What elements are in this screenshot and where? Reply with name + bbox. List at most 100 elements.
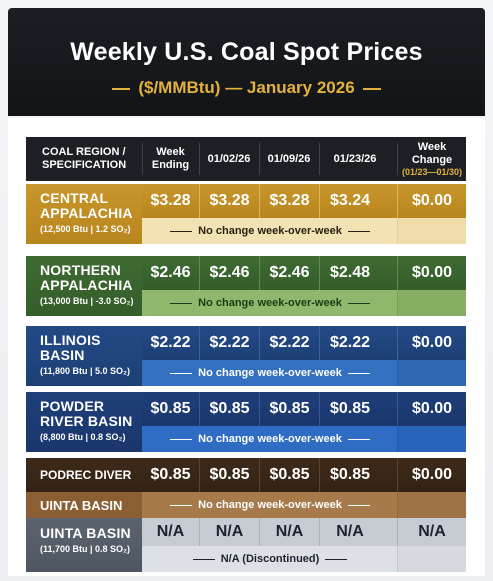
note-band: No change week-over-week (142, 492, 398, 518)
price-date-3: N/A (336, 523, 364, 540)
week-change-value: $0.00 (411, 466, 453, 483)
cell-divider (259, 458, 260, 492)
cell-divider (397, 426, 398, 452)
price-date-3: $2.22 (329, 334, 371, 351)
region-label: ILLINOIS BASIN (11,800 Btu | 5.0 SO₂) (26, 326, 142, 386)
header-date-3: 01/23/26 (333, 152, 377, 165)
week-change-value: $0.00 (411, 264, 453, 281)
region-label: POWDER RIVER BASIN (8,800 Btu | 0.8 SO₂) (26, 392, 142, 452)
cell-divider (199, 458, 200, 492)
note-text: No change week-over-week (198, 499, 342, 511)
cell-divider (397, 492, 398, 518)
price-date-2: $2.22 (269, 334, 310, 351)
note-rule-left (170, 302, 193, 304)
note-text: No change week-over-week (198, 433, 342, 445)
region-name-secondary: UINTA BASIN (26, 492, 142, 518)
price-date-2: $3.28 (269, 192, 310, 209)
note-band: No change week-over-week (142, 218, 398, 244)
cell-divider (259, 184, 260, 218)
price-band (142, 184, 466, 218)
price-week-ending: N/A (156, 523, 185, 540)
note-text: No change week-over-week (198, 225, 342, 237)
header-region: COAL REGION / SPECIFICATION (42, 146, 127, 171)
cell-divider (397, 392, 398, 426)
header-week-change: Week Change (01/23—01/30) (398, 137, 466, 181)
note-rule-right (325, 558, 348, 560)
price-date-2: N/A (275, 523, 304, 540)
cell-divider (397, 218, 398, 244)
header-divider (259, 143, 260, 175)
note-band: No change week-over-week (142, 426, 398, 452)
cell-divider (319, 256, 320, 290)
price-date-2: $0.85 (269, 400, 310, 417)
region-spec: (11,700 Btu | 0.8 SO₂) (40, 544, 131, 554)
cell-divider (259, 518, 260, 546)
note-text: N/A (Discontinued) (220, 553, 320, 565)
cell-divider (319, 458, 320, 492)
cell-divider (259, 392, 260, 426)
region-spec: (11,800 Btu | 5.0 SO₂) (40, 366, 131, 376)
price-band (142, 458, 466, 492)
region-label: NORTHERN APPALACHIA (13,000 Btu | -3.0 S… (26, 256, 142, 316)
note-text: No change week-over-week (198, 297, 342, 309)
price-date-1: $0.85 (209, 466, 250, 483)
note-rule-right (347, 302, 370, 304)
region-name: CENTRAL APPALACHIA (40, 190, 133, 221)
price-date-1: $3.28 (209, 192, 250, 209)
price-band (142, 392, 466, 426)
region-spec: (8,800 Btu | 0.8 SO₂) (40, 432, 126, 442)
week-change-value: $0.00 (411, 334, 453, 351)
change-band (398, 492, 466, 518)
region-name: UINTA BASIN (40, 525, 131, 541)
change-band (398, 218, 466, 244)
row-powder-river-basin: POWDER RIVER BASIN (8,800 Btu | 0.8 SO₂)… (26, 392, 466, 452)
table-header: COAL REGION / SPECIFICATION Week Ending … (26, 137, 466, 181)
note-text: No change week-over-week (198, 367, 342, 379)
note-band: No change week-over-week (142, 360, 398, 386)
region-spec: (13,000 Btu | -3.0 SO₂) (40, 296, 134, 306)
header-divider (319, 143, 320, 175)
note-band: N/A (Discontinued) (142, 546, 398, 572)
cell-divider (199, 326, 200, 360)
header-divider (199, 143, 200, 175)
change-band (398, 290, 466, 316)
header-divider (142, 143, 143, 175)
cell-divider (319, 392, 320, 426)
region-name: ILLINOIS BASIN (40, 332, 101, 363)
note-rule-right (347, 230, 370, 232)
note-rule-right (347, 504, 370, 506)
note-rule-right (347, 372, 370, 374)
week-change-value: $0.00 (411, 192, 453, 209)
price-date-2: $0.85 (269, 466, 310, 483)
price-band (142, 326, 466, 360)
cell-divider (397, 546, 398, 572)
row-illinois-basin: ILLINOIS BASIN (11,800 Btu | 5.0 SO₂) $2… (26, 326, 466, 386)
price-date-1: $2.22 (209, 334, 250, 351)
subtitle: ($/MMBtu) — January 2026 (8, 78, 485, 98)
header-week-ending: Week Ending (151, 146, 190, 171)
cell-divider (199, 256, 200, 290)
cell-divider (397, 518, 398, 546)
price-date-2: $2.46 (269, 264, 310, 281)
header-divider (397, 143, 398, 175)
cell-divider (199, 518, 200, 546)
price-week-ending: $3.28 (150, 192, 191, 209)
price-week-ending: $2.22 (150, 334, 191, 351)
price-date-1: $0.85 (209, 400, 250, 417)
price-band (142, 518, 466, 546)
row-northern-appalachia: NORTHERN APPALACHIA (13,000 Btu | -3.0 S… (26, 256, 466, 316)
change-band (398, 360, 466, 386)
region-name: POWDER RIVER BASIN (40, 398, 133, 429)
cell-divider (319, 518, 320, 546)
price-week-ending: $0.85 (150, 400, 191, 417)
header-date-1: 01/02/26 (207, 152, 251, 165)
price-date-3: $3.24 (329, 192, 371, 209)
page-title: Weekly U.S. Coal Spot Prices (70, 38, 423, 66)
note-rule-right (347, 438, 370, 440)
note-rule-left (192, 558, 215, 560)
header-week-change-label: Week Change (411, 140, 453, 166)
change-band (398, 546, 466, 572)
header-banner: Weekly U.S. Coal Spot Prices ($/MMBtu) —… (8, 8, 485, 116)
header-date-2: 01/09/26 (267, 152, 311, 165)
note-rule-left (170, 504, 193, 506)
